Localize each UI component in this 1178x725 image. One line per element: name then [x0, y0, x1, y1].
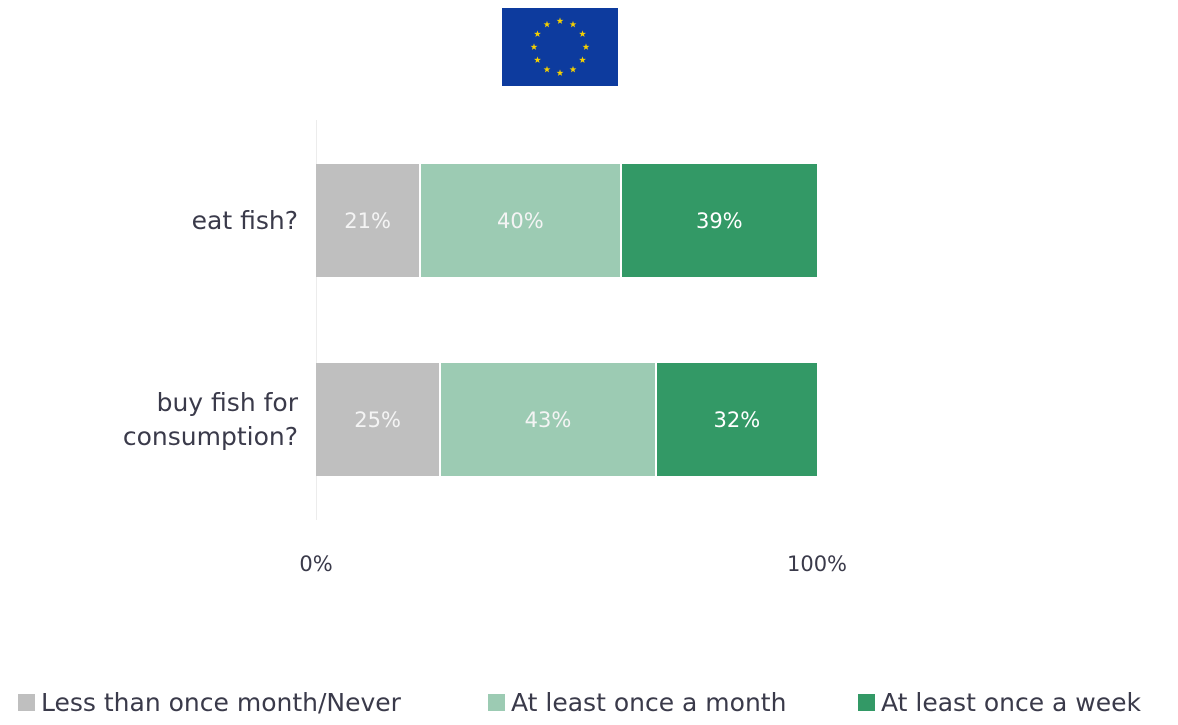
x-tick-label: 100%	[786, 552, 848, 576]
flag-star	[556, 17, 564, 24]
eu-flag-icon	[502, 8, 618, 86]
data-label: 21%	[344, 208, 391, 233]
bar-segment: 21%	[316, 164, 420, 277]
data-label: 25%	[354, 407, 401, 432]
flag-star	[556, 69, 564, 76]
flag-star	[543, 65, 551, 73]
flag-star	[582, 43, 590, 50]
legend-item: At least once a week	[858, 688, 1141, 717]
flag-star	[569, 20, 577, 28]
legend-item: Less than once month/Never	[18, 688, 401, 717]
bar-segment: 43%	[441, 363, 655, 476]
legend-label: Less than once month/Never	[41, 688, 401, 717]
flag-star	[579, 30, 586, 37]
bar-segment: 25%	[316, 363, 440, 476]
flag-star	[530, 43, 538, 50]
data-label: 39%	[695, 208, 743, 233]
legend-label: At least once a week	[881, 688, 1141, 717]
flag-star	[579, 56, 586, 63]
flag-star	[543, 20, 551, 28]
legend-swatch	[488, 694, 505, 711]
bar-segment: 40%	[421, 164, 620, 277]
bar-segment: 32%	[656, 363, 817, 476]
legend-label: At least once a month	[511, 688, 787, 717]
x-tick-label: 0%	[299, 552, 333, 576]
legend-swatch	[858, 694, 875, 711]
data-label: 40%	[497, 208, 544, 233]
flag-star	[569, 65, 577, 73]
data-label: 32%	[713, 407, 761, 432]
flag-star	[534, 56, 541, 63]
category-label: buy fish for consumption?	[122, 387, 298, 451]
y-axis-line	[316, 120, 317, 520]
data-label: 43%	[524, 407, 572, 432]
category-label: eat fish?	[191, 205, 298, 235]
bar-segment: 39%	[621, 164, 817, 277]
legend-item: At least once a month	[488, 688, 786, 717]
flag-star	[534, 30, 541, 37]
legend-swatch	[18, 694, 35, 711]
legend: Less than once month/Never At least once …	[0, 688, 1178, 722]
